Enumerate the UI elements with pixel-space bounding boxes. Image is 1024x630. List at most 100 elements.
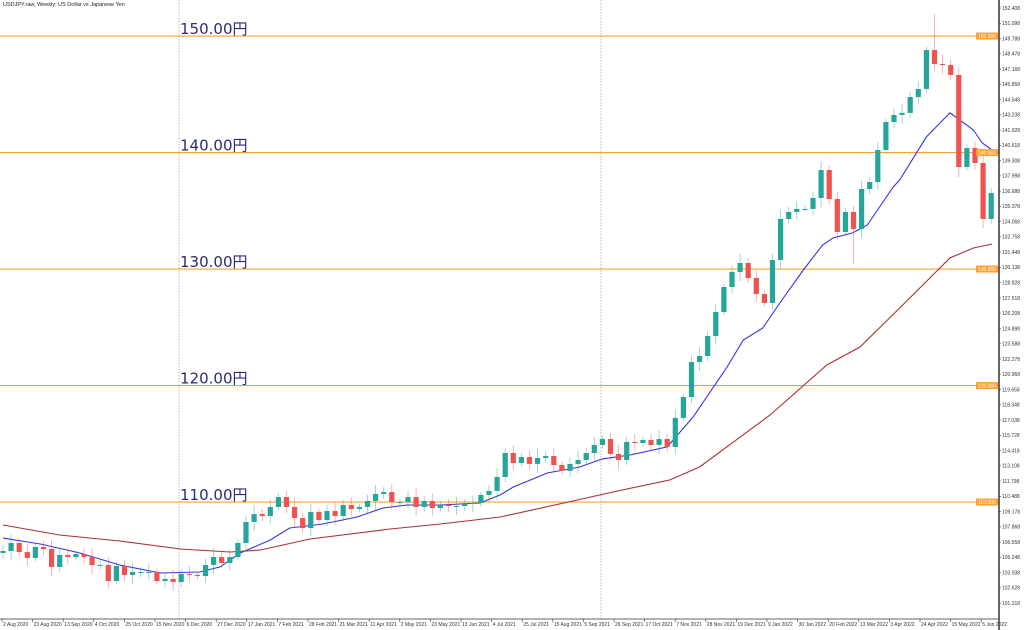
candle-body [705,336,711,356]
bull-candle [988,188,994,224]
bull-candle [470,495,476,512]
price-tick-label: 124.898 [1002,326,1020,332]
bear-candle [81,547,87,564]
time-tick-label: 13 Sep 2020 [64,622,93,628]
candle-body [972,148,978,164]
level-tag: 110.000 [978,500,996,506]
candle-body [316,511,322,520]
price-tick-label: 139.308 [1002,158,1020,164]
price-tick-label: 143.238 [1002,113,1020,119]
bull-candle [964,144,970,171]
bear-candle [980,153,986,229]
bull-candle [113,562,119,585]
candle-body [624,441,630,460]
candle-body [356,506,362,510]
bull-candle [478,491,484,507]
time-tick-label: 5 Sep 2021 [584,622,610,628]
candle-body [769,259,776,303]
candle-body [445,504,452,507]
candle-body [502,453,508,478]
bear-candle [648,433,654,452]
candle-body [786,211,792,219]
candle-body [324,511,330,520]
period-separators [178,0,602,619]
bear-candle [292,497,298,528]
bull-candle [794,201,800,220]
candle-body [146,571,152,573]
bear-candle [219,552,225,568]
fast-ma-line [2,112,993,574]
level-tag: 140.000 [978,151,996,157]
price-tick-label: 109.178 [1002,509,1020,515]
bull-candle [518,453,524,467]
candle-body [243,521,249,543]
time-tick-label: 2 May 2021 [401,622,427,628]
level-label: 150.00円 [180,20,248,38]
candle-body [113,566,119,582]
level-label: 130.00円 [180,253,248,271]
candle-body [40,547,47,550]
candle-body [373,494,379,502]
candle-body [16,542,22,553]
price-tick-label: 107.868 [1002,525,1020,531]
candle-body [162,578,168,582]
time-tick-label: 5 Jun 2022 [982,622,1007,628]
time-tick-label: 21 Mar 2021 [340,622,368,628]
candle-body [81,554,87,558]
time-tick-label: 28 Nov 2021 [707,622,736,628]
price-tick-label: 141.928 [1002,128,1020,134]
candle-body [300,518,306,529]
candle-body [543,456,549,459]
level-label: 140.00円 [180,137,248,155]
bull-candle [324,504,330,527]
bull-candle [713,304,719,344]
time-tick-label: 11 Apr 2021 [370,622,397,628]
price-tick-label: 123.588 [1002,342,1020,348]
price-tick-label: 126.208 [1002,311,1020,317]
bull-candle [721,283,727,316]
bull-candle [146,564,152,580]
bull-candle [575,450,581,474]
bear-candle [186,566,192,583]
candle-body [364,501,371,507]
bear-candle [526,450,533,471]
candle-body [526,456,533,464]
price-tick-label: 145.858 [1002,82,1020,88]
level-tag: 150.000 [978,34,996,40]
price-tick-label: 152.408 [1002,6,1020,12]
candle-body [437,504,443,508]
time-tick-label: 15 Nov 2020 [156,622,185,628]
bear-candle [931,13,938,71]
bull-candle [867,177,873,194]
candle-body [729,271,735,287]
time-tick-label: 30 Jan 2022 [799,622,827,628]
price-tick-label: 111.798 [1002,479,1020,485]
bull-candle [8,533,14,561]
bull-candle [624,437,630,465]
candle-body [178,574,184,582]
candle-body [567,463,573,471]
candle-body [867,182,873,190]
candle-body [535,458,541,464]
bull-candle [494,467,500,501]
candle-body [810,197,816,209]
price-tick-label: 127.518 [1002,296,1020,302]
bull-candle [543,451,549,463]
bull-candle [397,498,403,506]
price-tick-label: 110.488 [1002,494,1020,500]
candle-body [559,465,565,471]
bull-candle [786,207,792,224]
time-tick-label: 26 Sep 2021 [615,622,644,628]
candle-body [518,456,524,464]
candle-body [591,444,597,454]
bull-candle [875,142,881,190]
bull-candle [454,496,460,516]
bull-candle [891,108,897,129]
candle-body [883,122,889,150]
bull-candle [599,435,605,449]
candle-body [170,578,176,582]
bull-candle [778,209,784,270]
price-tick-label: 122.278 [1002,357,1020,363]
bear-candle [826,165,832,204]
